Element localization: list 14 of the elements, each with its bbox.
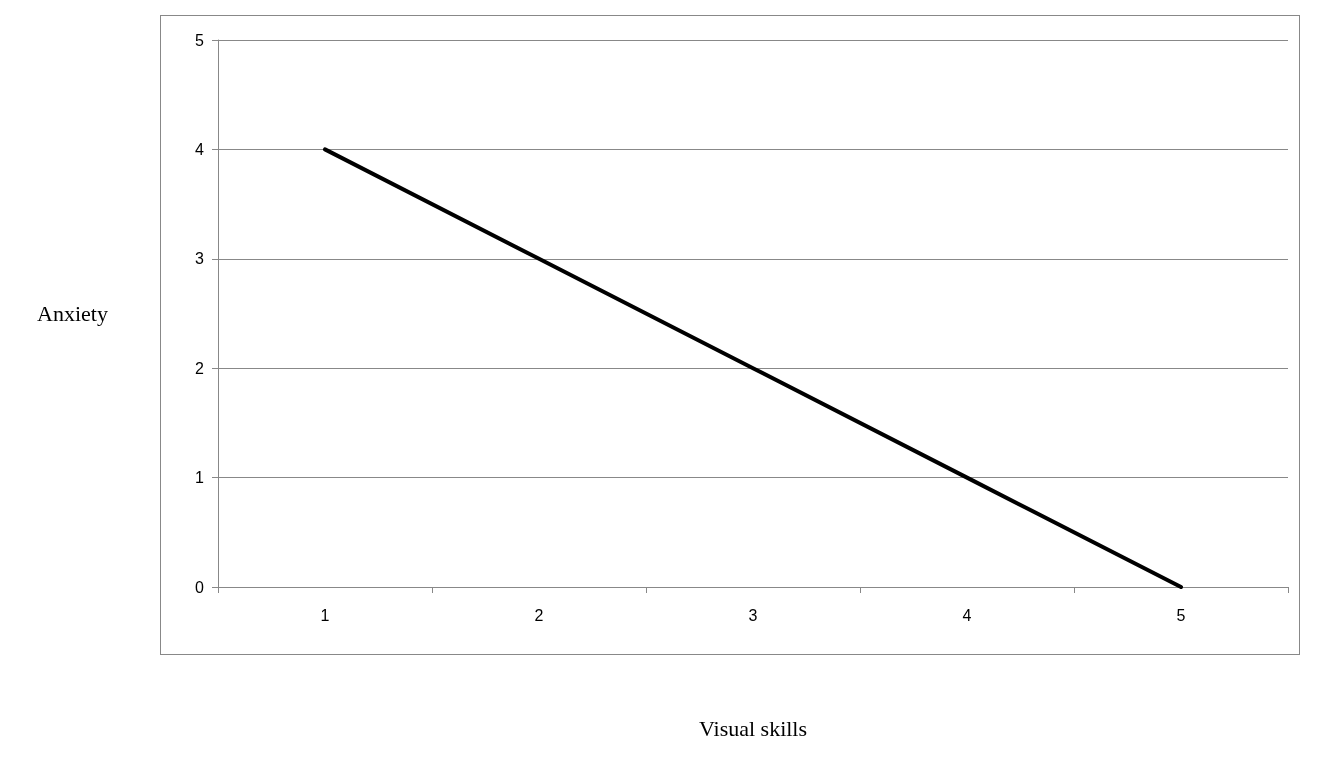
y-axis-title: Anxiety (37, 301, 108, 326)
x-tick-label: 2 (534, 606, 544, 624)
x-tick-label: 5 (1176, 606, 1186, 624)
y-tick-label: 5 (195, 31, 205, 49)
x-tick-label: 1 (320, 606, 330, 624)
y-tick-label: 1 (195, 469, 205, 487)
y-tick-label: 4 (195, 140, 205, 158)
y-tick-label: 2 (195, 359, 205, 377)
x-axis-title: Visual skills (698, 715, 808, 741)
x-tick-label: 4 (962, 606, 972, 624)
line-series (323, 147, 1183, 589)
x-tick-label: 3 (748, 606, 758, 624)
y-tick-label: 0 (195, 578, 205, 596)
y-tick-label: 3 (195, 250, 205, 268)
